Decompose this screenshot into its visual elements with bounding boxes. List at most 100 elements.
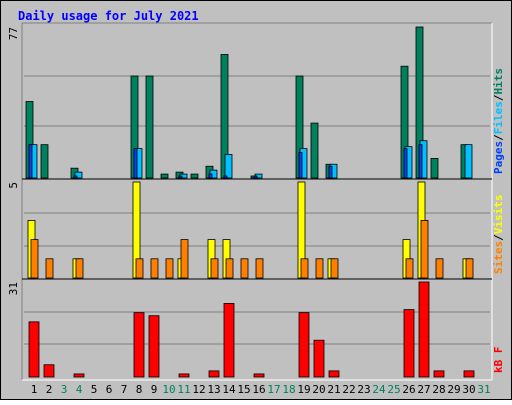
bar-kb-f-day-4 xyxy=(73,373,85,378)
x-tick-label: 16 xyxy=(252,383,265,396)
panel-legend: Pages/Files/Hits xyxy=(492,68,505,174)
x-tick-label: 2 xyxy=(46,383,53,396)
x-tick-label: 30 xyxy=(462,383,475,396)
x-tick-label: 18 xyxy=(282,383,295,396)
bar-sites-day-30 xyxy=(465,258,474,279)
bar-files-day-4 xyxy=(74,171,83,179)
x-tick-label: 12 xyxy=(192,383,205,396)
bar-sites-day-19 xyxy=(300,258,309,279)
panel-legend: Sites/Visits xyxy=(492,195,505,275)
bar-sites-day-8 xyxy=(135,258,144,279)
bar-pages-day-19 xyxy=(298,152,303,179)
bar-sites-day-27 xyxy=(420,219,429,279)
bar-kb-f-day-28 xyxy=(433,370,445,378)
bar-kb-f-day-30 xyxy=(463,370,475,378)
bar-sites-day-16 xyxy=(255,258,264,279)
bar-sites-day-20 xyxy=(315,258,324,279)
x-tick-label: 7 xyxy=(121,383,128,396)
bar-sites-day-26 xyxy=(405,258,414,279)
x-tick-label: 26 xyxy=(402,383,415,396)
x-tick-label: 20 xyxy=(312,383,325,396)
x-tick-label: 31 xyxy=(477,383,490,396)
x-tick-label: 22 xyxy=(342,383,355,396)
x-tick-label: 23 xyxy=(357,383,370,396)
bar-kb-f-day-27 xyxy=(418,281,430,378)
chart-title: Daily usage for July 2021 xyxy=(18,9,199,23)
x-tick-label: 11 xyxy=(177,383,190,396)
bar-kb-f-day-14 xyxy=(223,303,235,378)
x-tick-label: 13 xyxy=(207,383,220,396)
bar-files-day-14 xyxy=(224,154,233,179)
bar-sites-day-10 xyxy=(165,258,174,279)
legend-entry: / xyxy=(492,94,505,101)
bar-hits-day-12 xyxy=(190,173,199,179)
bar-pages-day-26 xyxy=(403,148,408,179)
bar-sites-day-1 xyxy=(30,239,39,279)
x-tick-label: 25 xyxy=(387,383,400,396)
legend-entry: Visits xyxy=(492,195,505,235)
bar-pages-day-21 xyxy=(328,165,333,179)
legend-entry: kB F xyxy=(492,347,505,374)
panel-legend: kB F xyxy=(492,347,505,374)
bar-kb-f-day-16 xyxy=(253,373,265,378)
y-max-label: 5 xyxy=(7,182,20,189)
x-tick-label: 6 xyxy=(106,383,113,396)
x-tick-label: 10 xyxy=(162,383,175,396)
x-tick-label: 17 xyxy=(267,383,280,396)
x-tick-label: 5 xyxy=(91,383,98,396)
bar-kb-f-day-9 xyxy=(148,315,160,378)
x-tick-label: 15 xyxy=(237,383,250,396)
bar-pages-day-4 xyxy=(73,175,78,179)
bar-sites-day-21 xyxy=(330,258,339,279)
y-max-label: 77 xyxy=(7,27,20,40)
x-tick-label: 14 xyxy=(222,383,236,396)
bar-hits-day-2 xyxy=(40,144,49,179)
bar-kb-f-day-2 xyxy=(43,364,55,378)
x-tick-label: 4 xyxy=(76,383,83,396)
bar-sites-day-11 xyxy=(180,239,189,279)
x-tick-label: 19 xyxy=(297,383,310,396)
x-tick-label: 21 xyxy=(327,383,340,396)
bar-hits-day-9 xyxy=(145,75,154,179)
y-max-label: 31 xyxy=(7,282,20,295)
legend-entry: Hits xyxy=(492,68,505,95)
kbytes-panel: 31 kB F xyxy=(7,278,505,378)
bar-kb-f-day-21 xyxy=(328,370,340,378)
bar-kb-f-day-11 xyxy=(178,373,190,378)
x-tick-label: 8 xyxy=(136,383,143,396)
bar-sites-day-13 xyxy=(210,258,219,279)
legend-entry: Sites xyxy=(492,241,505,274)
bar-kb-f-day-1 xyxy=(28,321,40,378)
bar-pages-day-14 xyxy=(223,175,228,179)
x-tick-label: 9 xyxy=(151,383,158,396)
x-tick-label: 1 xyxy=(31,383,38,396)
bar-sites-day-4 xyxy=(75,258,84,279)
x-tick-label: 27 xyxy=(417,383,430,396)
bar-pages-day-1 xyxy=(28,144,33,179)
legend-entry: Pages xyxy=(492,141,505,174)
bar-kb-f-day-8 xyxy=(133,312,145,378)
bar-pages-day-27 xyxy=(418,144,423,179)
bar-hits-day-10 xyxy=(160,173,169,179)
legend-entry: Files xyxy=(492,101,505,134)
bar-sites-day-14 xyxy=(225,258,234,279)
bar-pages-day-8 xyxy=(133,148,138,179)
bar-kb-f-day-19 xyxy=(298,312,310,378)
bar-sites-day-2 xyxy=(45,258,54,279)
bar-hits-day-20 xyxy=(310,122,319,179)
sites-panel: 5 Sites/Visits xyxy=(7,178,505,279)
bar-sites-day-9 xyxy=(150,258,159,279)
bar-sites-day-28 xyxy=(435,258,444,279)
bar-pages-day-16 xyxy=(253,175,258,179)
bar-files-day-30 xyxy=(464,144,473,179)
bar-kb-f-day-20 xyxy=(313,339,325,378)
bar-hits-day-28 xyxy=(430,157,439,179)
x-tick-label: 29 xyxy=(447,383,460,396)
bar-kb-f-day-26 xyxy=(403,309,415,378)
bar-sites-day-15 xyxy=(240,258,249,279)
bar-pages-day-11 xyxy=(178,175,183,179)
x-tick-label: 28 xyxy=(432,383,445,396)
